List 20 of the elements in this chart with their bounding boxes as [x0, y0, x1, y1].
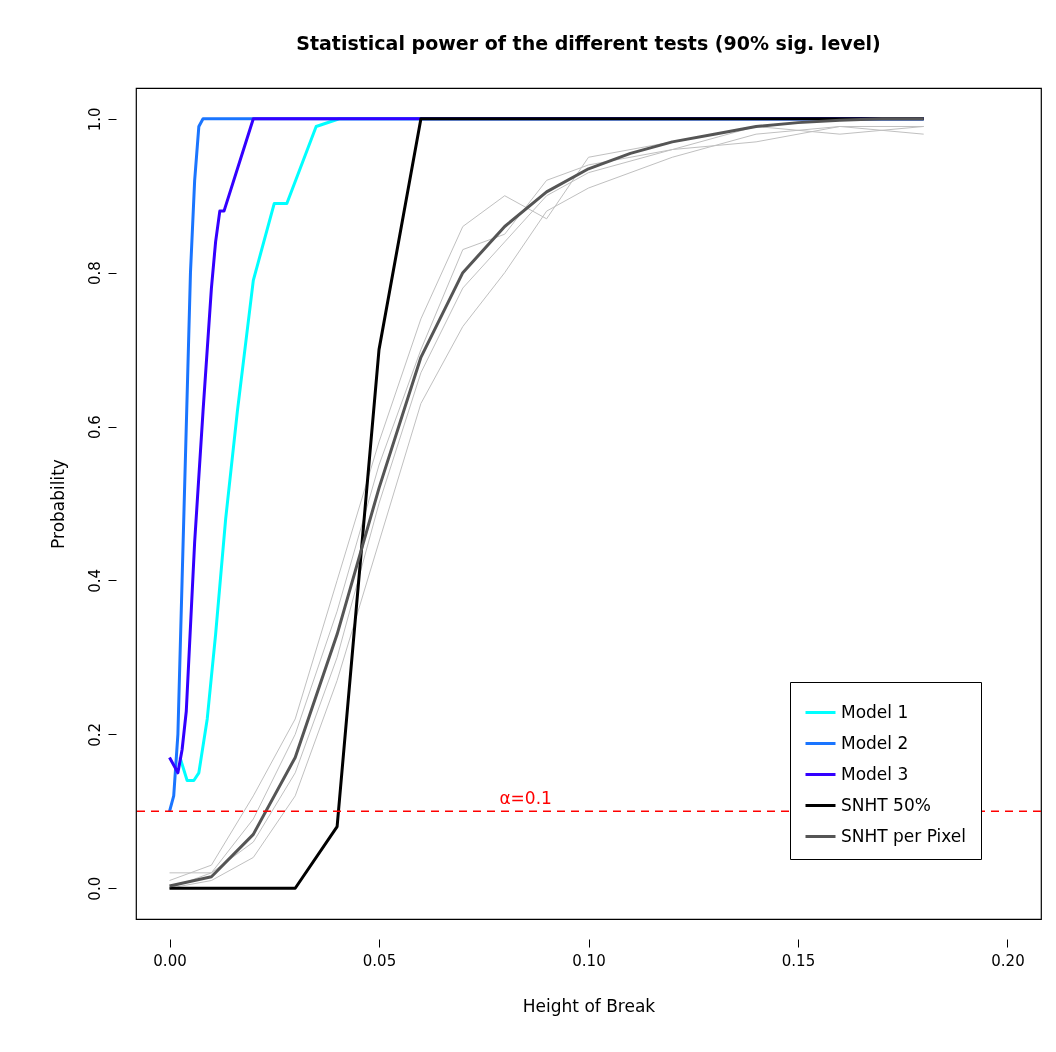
y-tick-label: 1.0 — [85, 107, 104, 132]
x-axis-title: Height of Break — [522, 995, 656, 1016]
x-tick-label: 0.20 — [991, 951, 1025, 970]
y-axis-title: Probability — [47, 459, 68, 549]
legend-label: SNHT 50% — [841, 794, 931, 815]
y-tick-label: 0.4 — [85, 569, 104, 593]
y-tick-label: 0.0 — [85, 876, 104, 901]
y-tick-label: 0.2 — [85, 722, 104, 747]
legend-label: Model 2 — [841, 732, 909, 753]
legend-label: Model 3 — [841, 763, 909, 784]
x-tick-label: 0.05 — [362, 951, 397, 970]
ref-line-label: α=0.1 — [499, 788, 552, 809]
x-tick-label: 0.15 — [781, 951, 816, 970]
x-tick-label: 0.00 — [153, 951, 187, 970]
legend-label: Model 1 — [841, 701, 909, 722]
x-tick-label: 0.10 — [572, 951, 606, 970]
y-tick-label: 0.8 — [85, 261, 104, 286]
y-tick-label: 0.6 — [85, 415, 104, 439]
legend-label: SNHT per Pixel — [841, 825, 967, 846]
chart-title: Statistical power of the different tests (90% sig. level) — [296, 32, 881, 54]
